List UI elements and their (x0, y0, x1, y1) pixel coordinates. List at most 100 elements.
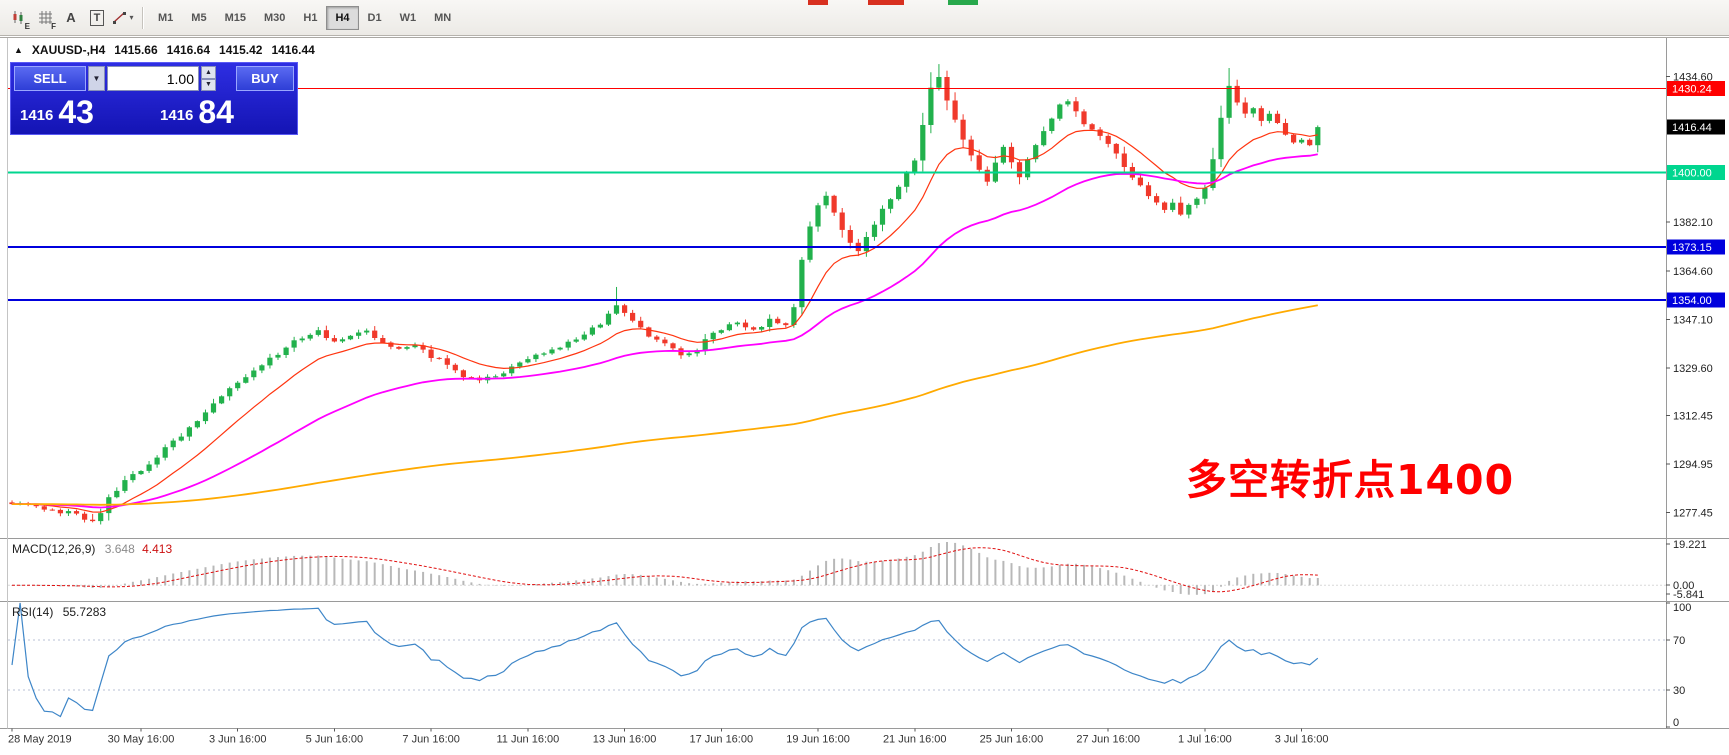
timeframe-button-m15[interactable]: M15 (216, 6, 255, 30)
candles-layer (9, 64, 1321, 525)
text-tool-glyph: A (66, 10, 76, 25)
buy-price-small: 1416 (160, 106, 194, 124)
indicators-icon[interactable]: E (6, 5, 32, 31)
svg-text:100: 100 (1673, 602, 1691, 614)
svg-text:1364.60: 1364.60 (1673, 266, 1713, 278)
ohlc-open: 1415.66 (114, 43, 158, 57)
sell-price-big: 43 (58, 94, 94, 130)
panel-borders (0, 37, 1729, 729)
text-tool-icon[interactable]: A (58, 5, 84, 31)
svg-text:11 Jun 16:00: 11 Jun 16:00 (496, 734, 559, 746)
trade-panel-controls: SELL ▼ ▲ ▼ BUY (14, 66, 294, 91)
rsi-panel: 100 70 30 0 (8, 602, 1691, 729)
grid-icon[interactable]: F (32, 5, 58, 31)
time-axis[interactable]: 28 May 2019 30 May 16:00 3 Jun 16:00 5 Jun … (8, 728, 1329, 746)
svg-text:7 Jun 16:00: 7 Jun 16:00 (402, 734, 460, 746)
svg-text:3 Jun 16:00: 3 Jun 16:00 (209, 734, 267, 746)
svg-text:1400.00: 1400.00 (1672, 168, 1712, 180)
titlebar-fragment-1 (868, 0, 904, 5)
ohlc-high: 1416.64 (166, 43, 211, 57)
timeframe-group: M1 M5 M15 M30 H1 H4 D1 W1 MN (149, 5, 460, 30)
macd-main-value: 3.648 (104, 542, 135, 556)
macd-label: MACD(12,26,9) 3.648 4.413 (12, 542, 172, 556)
one-click-trading-panel: SELL ▼ ▲ ▼ BUY 1416 43 1416 84 (10, 62, 298, 135)
support-price-tag-1: 1373.15 (1667, 239, 1725, 255)
draw-tools-icon[interactable]: ▾ (110, 5, 136, 31)
titlebar-fragment-0 (808, 0, 828, 5)
svg-text:70: 70 (1673, 635, 1685, 647)
chart-annotation-text: 多空转折点1400 (1186, 456, 1515, 504)
svg-text:28 May 2019: 28 May 2019 (8, 734, 72, 746)
volume-down-button[interactable]: ▼ (201, 78, 216, 91)
template-tool-icon[interactable]: T (84, 5, 110, 31)
svg-text:30 May 16:00: 30 May 16:00 (108, 734, 175, 746)
draw-glyph (113, 12, 127, 24)
svg-text:13 Jun 16:00: 13 Jun 16:00 (593, 734, 657, 746)
svg-text:1434.60: 1434.60 (1673, 72, 1713, 84)
volume-input[interactable] (107, 66, 199, 91)
sell-price-small: 1416 (20, 106, 54, 124)
timeframe-button-m30[interactable]: M30 (255, 6, 294, 30)
svg-text:0.00: 0.00 (1673, 580, 1694, 592)
svg-text:1 Jul 16:00: 1 Jul 16:00 (1178, 734, 1232, 746)
timeframe-button-w1[interactable]: W1 (391, 6, 426, 30)
svg-text:1329.60: 1329.60 (1673, 363, 1713, 375)
pivot-price-tag: 1400.00 (1667, 165, 1725, 181)
svg-text:1294.95: 1294.95 (1673, 459, 1713, 471)
timeframe-button-mn[interactable]: MN (425, 6, 460, 30)
ohlc-close: 1416.44 (271, 43, 315, 57)
macd-panel: 19.221 0.00-5.841 (8, 539, 1707, 601)
ma-fast-line (11, 129, 1318, 513)
svg-text:3 Jul 16:00: 3 Jul 16:00 (1275, 734, 1329, 746)
buy-price-display[interactable]: 1416 84 (154, 95, 294, 131)
svg-text:27 Jun 16:00: 27 Jun 16:00 (1076, 734, 1140, 746)
toolbar-separator (142, 6, 143, 29)
svg-text:-5.841: -5.841 (1673, 589, 1704, 601)
svg-text:5 Jun 16:00: 5 Jun 16:00 (306, 734, 364, 746)
volume-up-button[interactable]: ▲ (201, 66, 216, 79)
svg-text:19.221: 19.221 (1673, 539, 1707, 551)
toolbar: E F A T ▾ M1 M5 M15 M30 H1 H4 D1 W1 MN (0, 0, 1729, 36)
sell-price-display[interactable]: 1416 43 (14, 95, 154, 131)
ohlc-header: ▲ XAUUSD-,H4 1415.66 1416.64 1415.42 141… (14, 43, 315, 57)
timeframe-button-m5[interactable]: M5 (182, 6, 215, 30)
svg-text:30: 30 (1673, 685, 1685, 697)
price-axis[interactable]: 1434.60 1382.10 1364.60 1347.10 1329.60 1312.… (1666, 72, 1725, 520)
buy-button[interactable]: BUY (236, 66, 294, 91)
resistance-price-tag: 1430.24 (1667, 81, 1725, 97)
symbol-marker-icon: ▲ (14, 45, 23, 55)
trade-panel-prices: 1416 43 1416 84 (14, 95, 294, 131)
volume-stepper: ▲ ▼ (201, 66, 216, 91)
timeframe-button-h1[interactable]: H1 (294, 6, 326, 30)
current-price-tag: 1416.44 (1667, 119, 1725, 135)
macd-title: MACD(12,26,9) (12, 542, 96, 556)
timeframe-button-m1[interactable]: M1 (149, 6, 182, 30)
svg-text:1347.10: 1347.10 (1673, 314, 1713, 326)
svg-text:1312.45: 1312.45 (1673, 410, 1713, 422)
icon-sub-label: F (51, 21, 56, 31)
timeframe-button-d1[interactable]: D1 (359, 6, 391, 30)
svg-text:0: 0 (1673, 717, 1679, 729)
buy-price-big: 84 (198, 94, 234, 130)
macd-signal-value: 4.413 (142, 542, 173, 556)
support-price-tag-2: 1354.00 (1667, 292, 1725, 308)
svg-text:25 Jun 16:00: 25 Jun 16:00 (980, 734, 1044, 746)
sell-button[interactable]: SELL (14, 66, 86, 91)
rsi-title: RSI(14) (12, 605, 54, 619)
svg-text:17 Jun 16:00: 17 Jun 16:00 (689, 734, 753, 746)
candles-glyph (13, 10, 23, 24)
ma-medium-line (11, 153, 1318, 509)
titlebar-fragment-2 (948, 0, 978, 5)
timeframe-button-h4[interactable]: H4 (326, 5, 359, 30)
icon-sub-label: E (24, 21, 30, 31)
dropdown-caret-icon: ▾ (129, 13, 134, 22)
volume-dropdown-button[interactable]: ▼ (88, 66, 105, 91)
rsi-label: RSI(14) 55.7283 (12, 605, 106, 619)
svg-text:1373.15: 1373.15 (1672, 242, 1712, 254)
svg-text:1416.44: 1416.44 (1672, 122, 1712, 134)
rsi-value: 55.7283 (62, 605, 107, 619)
svg-text:1354.00: 1354.00 (1672, 295, 1712, 307)
grid-glyph (38, 11, 52, 24)
svg-text:1430.24: 1430.24 (1672, 84, 1712, 96)
